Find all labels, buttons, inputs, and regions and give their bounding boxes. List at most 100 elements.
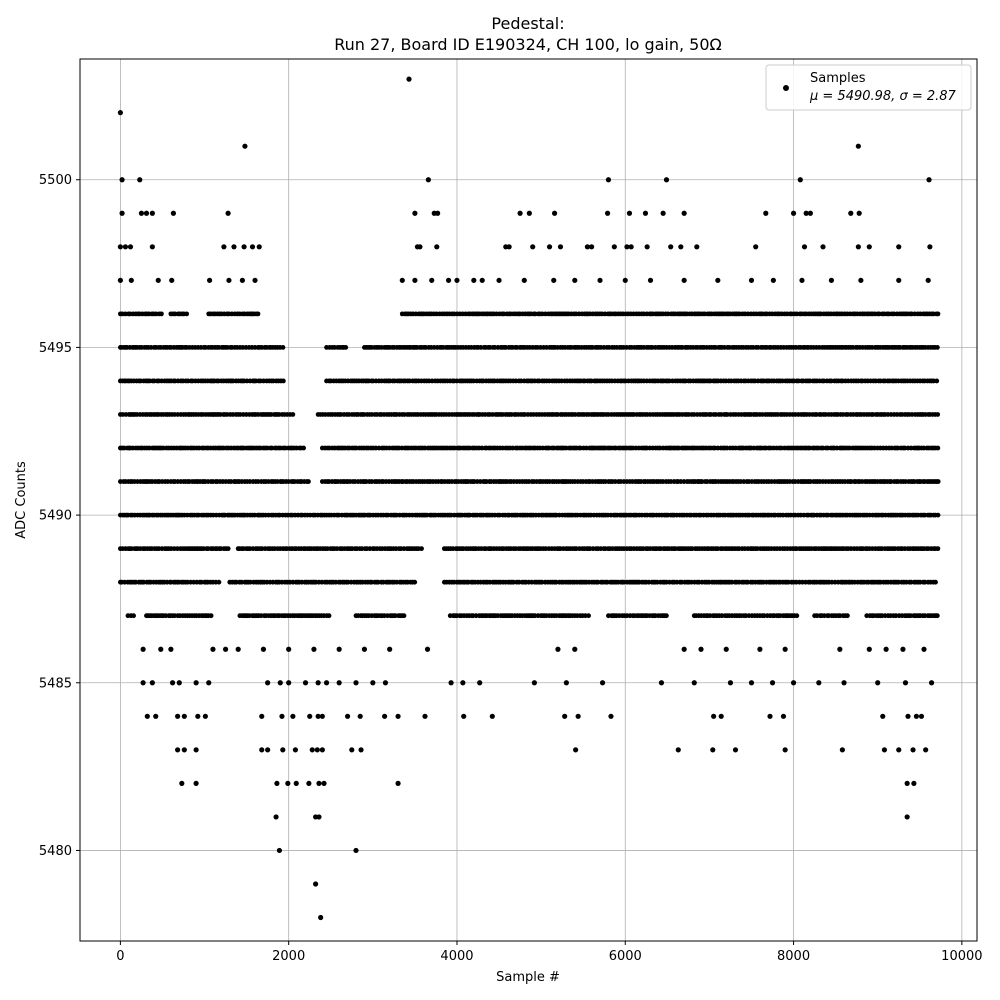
data-point bbox=[660, 210, 666, 216]
data-point bbox=[681, 277, 687, 283]
data-point bbox=[239, 277, 246, 283]
data-point bbox=[210, 646, 216, 652]
data-point bbox=[904, 780, 910, 786]
data-point bbox=[153, 713, 159, 719]
data-point bbox=[370, 680, 376, 686]
data-point bbox=[644, 244, 650, 250]
data-point bbox=[138, 210, 145, 216]
data-point bbox=[131, 613, 136, 619]
data-point bbox=[896, 277, 902, 283]
data-point bbox=[302, 680, 309, 686]
data-point bbox=[255, 311, 261, 317]
data-point bbox=[790, 210, 797, 216]
data-point bbox=[839, 747, 845, 753]
data-point bbox=[597, 277, 603, 283]
data-point bbox=[382, 713, 388, 719]
data-point bbox=[274, 780, 280, 786]
data-point bbox=[256, 244, 262, 250]
data-point bbox=[573, 747, 579, 753]
data-point bbox=[803, 210, 809, 216]
data-point bbox=[780, 713, 787, 719]
data-point bbox=[193, 780, 199, 786]
data-point bbox=[782, 747, 788, 753]
data-point bbox=[624, 244, 630, 250]
data-point bbox=[361, 646, 368, 652]
data-point bbox=[140, 680, 146, 686]
data-point bbox=[711, 713, 717, 719]
data-point bbox=[782, 646, 788, 652]
data-point bbox=[935, 311, 941, 317]
data-point bbox=[353, 847, 359, 854]
data-point bbox=[159, 311, 164, 317]
data-point bbox=[241, 244, 247, 250]
data-point bbox=[902, 680, 909, 686]
legend-stats-label: μ = 5490.98, σ = 2.87 bbox=[809, 89, 957, 104]
data-point bbox=[226, 277, 232, 283]
data-point bbox=[904, 814, 910, 820]
data-point bbox=[562, 713, 568, 719]
data-point bbox=[905, 713, 911, 719]
data-point bbox=[277, 680, 283, 686]
data-point bbox=[675, 747, 681, 753]
data-point bbox=[911, 780, 917, 786]
data-point bbox=[718, 713, 724, 719]
data-point bbox=[837, 646, 843, 652]
data-point bbox=[934, 345, 940, 350]
data-point bbox=[231, 244, 237, 250]
data-point bbox=[663, 177, 670, 183]
data-point bbox=[323, 680, 330, 686]
data-point bbox=[225, 210, 231, 216]
data-point bbox=[883, 646, 889, 652]
data-point bbox=[309, 747, 315, 753]
x-tick-label: 6000 bbox=[609, 949, 642, 964]
data-point bbox=[801, 244, 808, 250]
data-point bbox=[206, 680, 212, 686]
data-point bbox=[193, 680, 199, 686]
data-point bbox=[280, 345, 286, 350]
data-point bbox=[382, 680, 389, 686]
data-point bbox=[767, 713, 773, 719]
data-point bbox=[681, 646, 687, 652]
data-point bbox=[546, 244, 553, 250]
data-point bbox=[128, 277, 134, 283]
data-point bbox=[816, 680, 822, 686]
data-point bbox=[807, 210, 813, 216]
data-point bbox=[935, 445, 941, 451]
data-point bbox=[753, 244, 759, 250]
data-point bbox=[122, 244, 129, 250]
data-point bbox=[622, 277, 628, 283]
data-point bbox=[176, 680, 182, 686]
data-point bbox=[723, 646, 729, 652]
data-point bbox=[698, 646, 704, 652]
data-point bbox=[422, 713, 428, 719]
x-tick-label: 4000 bbox=[440, 949, 473, 964]
data-point bbox=[252, 277, 258, 283]
data-point bbox=[301, 445, 307, 451]
data-point bbox=[316, 780, 322, 786]
data-point bbox=[647, 277, 654, 283]
data-point bbox=[531, 680, 537, 686]
data-point bbox=[149, 680, 155, 686]
data-point bbox=[794, 613, 800, 619]
data-point bbox=[435, 210, 441, 216]
data-point bbox=[149, 210, 155, 216]
data-point bbox=[551, 277, 557, 283]
data-point bbox=[168, 646, 174, 652]
data-point bbox=[412, 210, 418, 216]
data-points bbox=[117, 76, 941, 921]
data-point bbox=[710, 747, 716, 753]
plot-frame bbox=[79, 58, 978, 942]
data-point bbox=[155, 277, 161, 283]
data-point bbox=[460, 680, 466, 686]
data-point bbox=[306, 780, 312, 786]
data-point bbox=[923, 747, 929, 753]
data-point bbox=[848, 210, 854, 216]
y-tick-label: 5485 bbox=[39, 676, 72, 691]
data-point bbox=[770, 277, 776, 283]
data-point bbox=[586, 613, 591, 619]
data-point bbox=[119, 210, 125, 216]
data-point bbox=[216, 579, 222, 585]
data-point bbox=[221, 244, 227, 250]
data-point bbox=[175, 747, 181, 753]
x-axis: 0 2000 4000 6000 8000 10000 bbox=[116, 941, 983, 964]
